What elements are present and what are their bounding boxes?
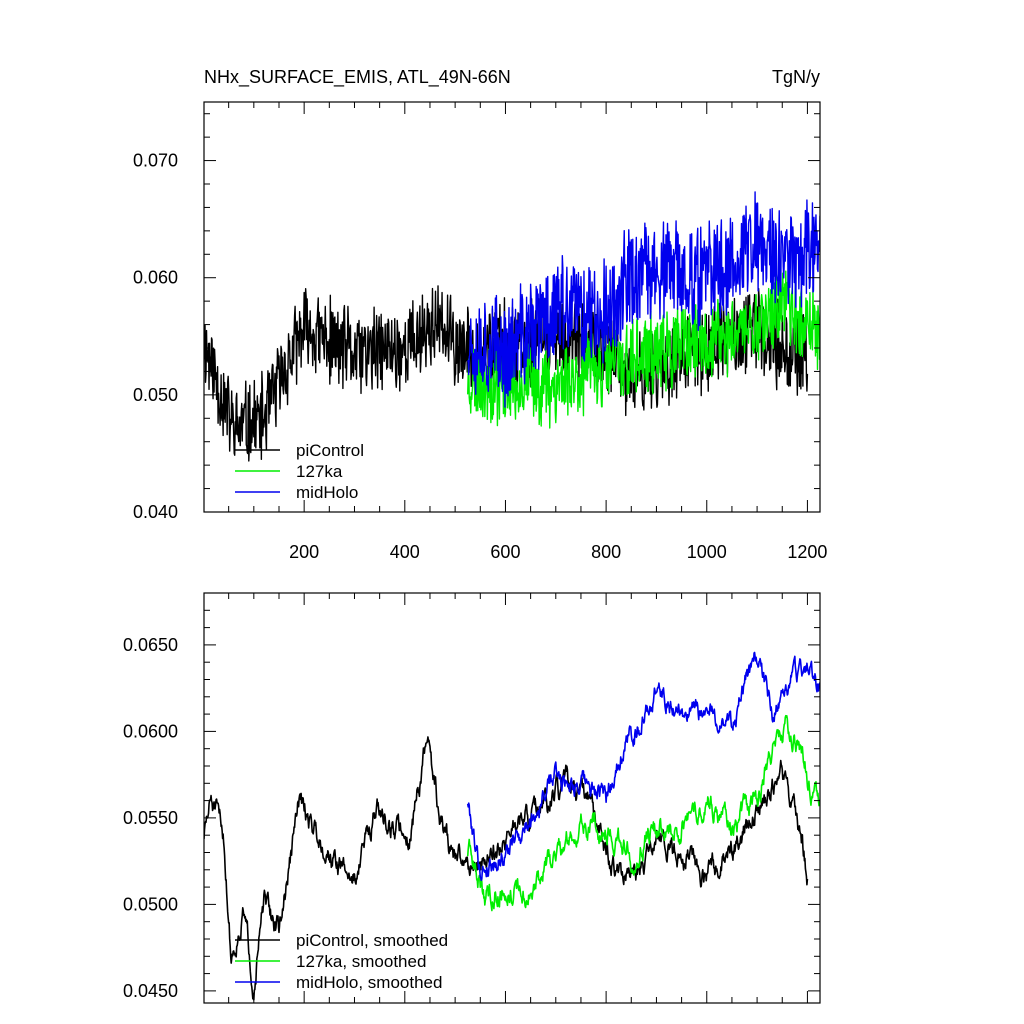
- x-tick-label: 1200: [787, 542, 827, 562]
- y-tick-label: 0.0600: [123, 721, 178, 741]
- x-tick-label: 400: [390, 542, 420, 562]
- series-line-127ka-smoothed: [466, 714, 820, 912]
- legend-label: piControl, smoothed: [296, 931, 448, 950]
- series-line-127ka: [467, 262, 820, 429]
- legend-label: piControl: [296, 441, 364, 460]
- chart-title: NHx_SURFACE_EMIS, ATL_49N-66N: [204, 67, 511, 88]
- plot-frame: [203, 592, 821, 1004]
- y-tick-label: 0.0650: [123, 635, 178, 655]
- series-line-midholo: [467, 191, 820, 408]
- raw-chart-panel: 0.040 0.050 0.060 0.070 200 400 600 800 1000 1200…: [133, 101, 827, 562]
- x-tick-label: 1000: [687, 542, 727, 562]
- y-tick-label: 0.060: [133, 268, 178, 288]
- legend-label: midHolo: [296, 483, 358, 502]
- y-tick-label: 0.0450: [123, 981, 178, 1001]
- legend-label: 127ka: [296, 462, 343, 481]
- legend-label: 127ka, smoothed: [296, 952, 426, 971]
- x-tick-label: 800: [591, 542, 621, 562]
- units-label: TgN/y: [772, 67, 820, 87]
- plot-frame: [203, 101, 821, 513]
- y-tick-label: 0.0500: [123, 894, 178, 914]
- y-tick-label: 0.0550: [123, 808, 178, 828]
- y-tick-label: 0.050: [133, 385, 178, 405]
- legend-label: midHolo, smoothed: [296, 973, 442, 992]
- smoothed-chart-panel: 0.0450 0.0500 0.0550 0.0600 0.0650 piControl,…: [123, 592, 821, 1004]
- series-line-picontrol-smoothed: [204, 736, 809, 1001]
- y-tick-label: 0.040: [133, 502, 178, 522]
- y-tick-label: 0.070: [133, 151, 178, 171]
- x-tick-label: 600: [490, 542, 520, 562]
- series-line-midholo-smoothed: [466, 651, 820, 882]
- x-tick-label: 200: [289, 542, 319, 562]
